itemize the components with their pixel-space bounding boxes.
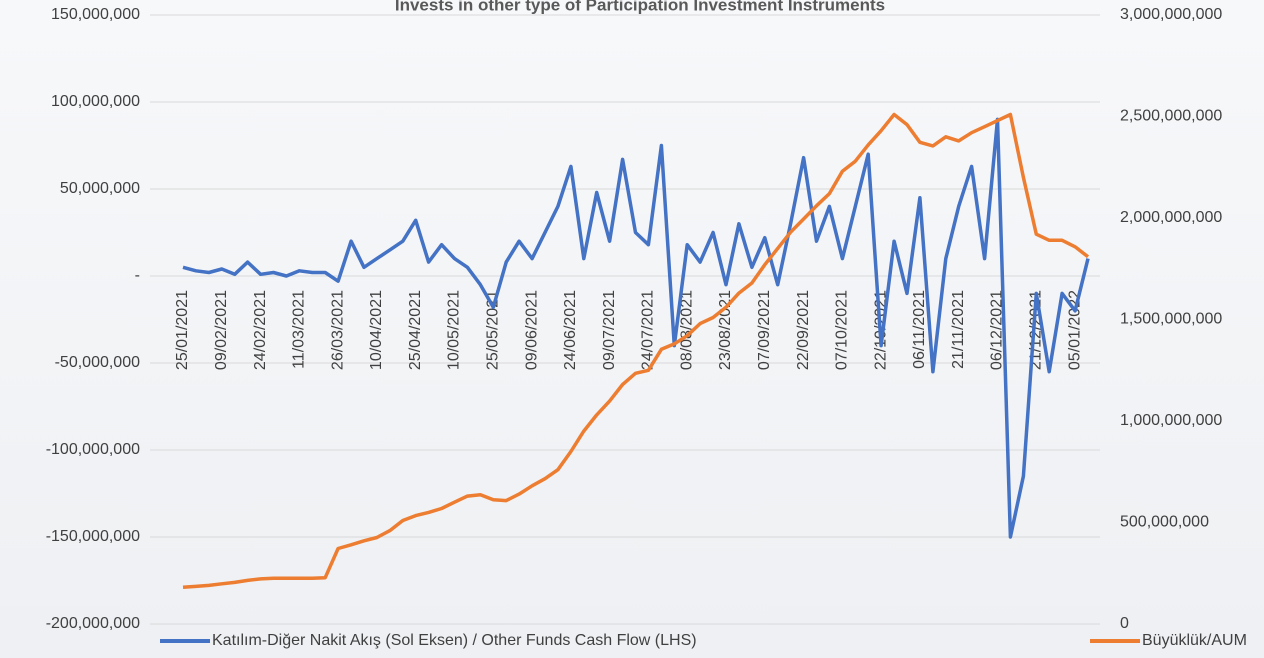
x-tick-label: 26/03/2021 [329, 290, 346, 370]
x-tick-label: 07/09/2021 [756, 290, 773, 370]
x-tick-label: 05/01/2022 [1066, 290, 1083, 370]
x-tick-label: 09/07/2021 [601, 290, 618, 370]
x-tick-label: 25/05/2021 [485, 290, 502, 370]
x-tick-label: 06/11/2021 [911, 290, 928, 369]
y-tick-label: -200,000,000 [46, 615, 140, 632]
y-tick-label: -100,000,000 [46, 441, 140, 458]
y2-tick-label: 1,500,000,000 [1120, 311, 1222, 328]
x-tick-label: 06/12/2021 [989, 290, 1006, 370]
y2-tick-label: 2,500,000,000 [1120, 108, 1222, 125]
x-tick-label: 24/06/2021 [562, 290, 579, 370]
y-tick-label: 50,000,000 [60, 180, 140, 197]
legend-label: Büyüklük/AUM [1142, 632, 1247, 649]
x-tick-label: 10/04/2021 [368, 290, 385, 370]
x-tick-label: 22/09/2021 [795, 290, 812, 370]
x-tick-label: 25/01/2021 [174, 290, 191, 370]
y-tick-label: - [135, 267, 140, 284]
y2-tick-label: 500,000,000 [1120, 514, 1209, 531]
x-tick-label: 09/06/2021 [523, 290, 540, 370]
y-tick-label: 100,000,000 [51, 93, 140, 110]
x-tick-label: 24/07/2021 [640, 290, 657, 370]
legend-label: Katılım-Diğer Nakit Akış (Sol Eksen) / O… [212, 632, 697, 649]
x-tick-label: 25/04/2021 [407, 290, 424, 370]
x-tick-label: 09/02/2021 [213, 290, 230, 370]
y2-tick-label: 3,000,000,000 [1120, 6, 1222, 23]
y-tick-label: -150,000,000 [46, 528, 140, 545]
x-tick-label: 07/10/2021 [834, 290, 851, 370]
series-line [182, 117, 1090, 539]
y2-tick-label: 0 [1120, 615, 1129, 632]
x-tick-label: 10/05/2021 [446, 290, 463, 370]
x-tick-label: 24/02/2021 [252, 290, 269, 370]
y-tick-label: -50,000,000 [55, 354, 141, 371]
chart-title: Invests in other type of Participation I… [395, 0, 885, 14]
y2-tick-label: 2,000,000,000 [1120, 209, 1222, 226]
y-tick-label: 150,000,000 [51, 6, 140, 23]
series-line [182, 112, 1090, 590]
y2-tick-label: 1,000,000,000 [1120, 412, 1222, 429]
x-tick-label: 21/11/2021 [950, 290, 967, 369]
x-tick-label: 11/03/2021 [291, 290, 308, 369]
x-tick-label: 08/08/2021 [678, 290, 695, 370]
